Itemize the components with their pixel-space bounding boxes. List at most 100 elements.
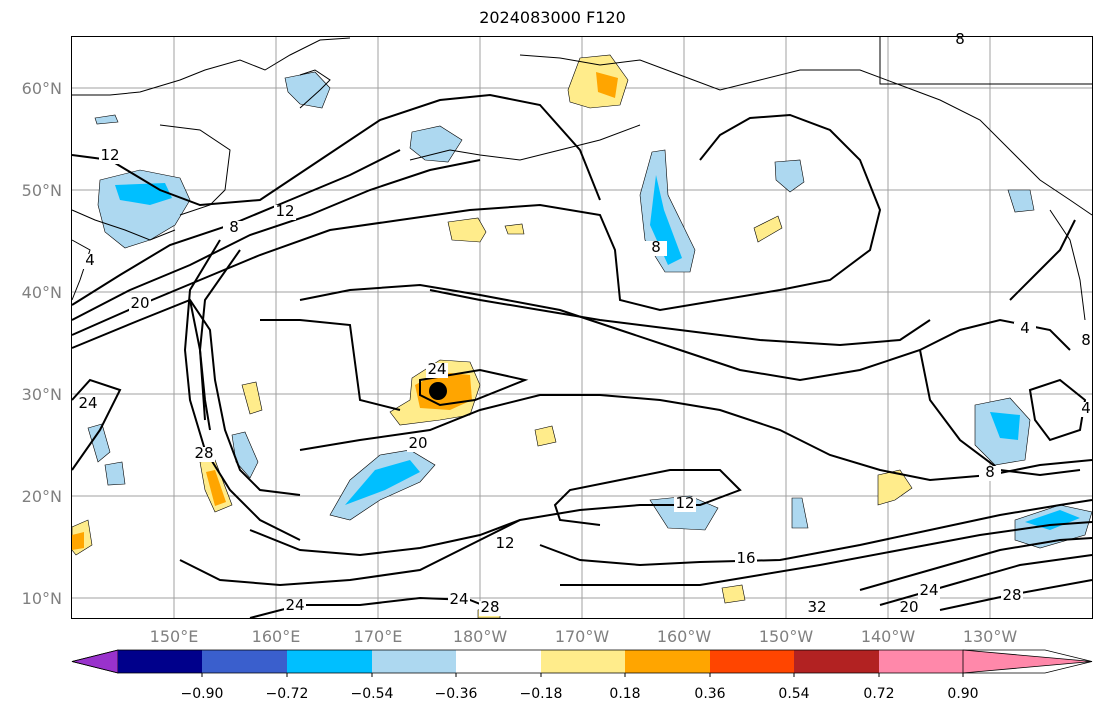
- contour-line: [419, 368, 529, 407]
- contour-label-bg: [274, 205, 296, 220]
- latitude-label: 30°N: [22, 385, 62, 404]
- contour-label-bg: [193, 447, 215, 462]
- coast-kamchatka: [299, 69, 331, 109]
- contour-label: 8: [229, 218, 239, 236]
- contour-label-bg: [674, 497, 696, 512]
- neg-anomaly-kamchatka: [97, 169, 191, 249]
- contour-label: 8: [985, 463, 995, 481]
- colorbar-segment: [625, 650, 710, 673]
- contour-line: [71, 298, 301, 496]
- contour-label-bg: [223, 221, 245, 236]
- contour-label-bg: [735, 552, 757, 567]
- contour-label: 28: [1002, 586, 1021, 604]
- contours: [71, 93, 1093, 619]
- neg-anomaly-east-core: [990, 412, 1020, 440]
- longitude-label: 170°E: [354, 627, 403, 646]
- map-title: 2024083000 F120: [479, 8, 626, 27]
- contour-line: [71, 113, 882, 336]
- colorbar-tick-label: 0.72: [863, 686, 894, 702]
- colorbar-extend-high: [962, 649, 1093, 674]
- colorbar-segment: [541, 650, 625, 673]
- colorbar-segment: [372, 650, 456, 673]
- pos-anomaly-south-w-core: [206, 470, 226, 506]
- longitude-label: 140°W: [861, 627, 916, 646]
- contour-line: [71, 159, 481, 321]
- latitude-label: 60°N: [22, 79, 62, 98]
- contour-label: 28: [480, 598, 499, 616]
- contour-label: 12: [675, 494, 694, 512]
- pos-anomaly-d: [877, 469, 913, 506]
- colorbar-tick-label: −0.72: [266, 686, 309, 702]
- neg-anomaly-okhotsk: [284, 71, 331, 109]
- colorbar-tick-label: 0.36: [694, 686, 725, 702]
- colorbar-segment: [794, 650, 879, 673]
- contour-label-bg: [284, 599, 306, 614]
- contour-label: 16: [736, 549, 755, 567]
- anomaly-shading: [71, 54, 1093, 619]
- contour-label: 12: [495, 534, 514, 552]
- latitude-label: 20°N: [22, 487, 62, 506]
- contour-line: [299, 394, 1093, 482]
- colorbar-segment: [287, 650, 372, 673]
- contour-label: 4: [1081, 399, 1091, 417]
- neg-anomaly-small-a: [231, 431, 259, 479]
- graticule: [72, 37, 1092, 618]
- longitude-label: 180°W: [453, 627, 508, 646]
- longitude-label: 150°W: [759, 627, 814, 646]
- coast-asia: [71, 37, 351, 241]
- colorbar-tick-label: 0.18: [609, 686, 640, 702]
- contour-label: 8: [955, 30, 965, 48]
- pos-anomaly-e: [753, 215, 783, 243]
- pos-anomaly-f-core: [72, 532, 84, 550]
- pos-anomaly-a: [447, 217, 487, 243]
- neg-anomaly-southeast-core: [1025, 510, 1080, 530]
- contour-label: 24: [449, 590, 468, 608]
- contour-label: 20: [408, 434, 427, 452]
- contour-label-bg: [494, 537, 516, 552]
- contour-label: 24: [285, 596, 304, 614]
- contour-line: [71, 378, 122, 471]
- pos-anomaly-g: [721, 584, 746, 604]
- neg-anomaly-small-d: [1007, 189, 1035, 213]
- contour-label-bg: [979, 466, 1001, 481]
- contour-label-bg: [479, 601, 501, 616]
- contour-line: [429, 289, 931, 347]
- colorbar-tick-label: −0.36: [435, 686, 478, 702]
- neg-anomaly-south-a-core: [345, 460, 420, 505]
- longitude-label: 130°W: [963, 627, 1018, 646]
- latitude-labels: 60°N 50°N 40°N 30°N 20°N 10°N: [22, 79, 62, 608]
- latitude-label: 50°N: [22, 181, 62, 200]
- colorbar-segment: [456, 650, 541, 673]
- contour-label: 12: [100, 146, 119, 164]
- neg-anomaly-small-e: [94, 114, 119, 125]
- longitude-labels: 150°E 160°E 170°E 180°W 170°W 160°W 150°W 140°W…: [150, 627, 1018, 646]
- contour-line: [1028, 378, 1087, 442]
- longitude-label: 150°E: [150, 627, 199, 646]
- contour-line: [1009, 219, 1076, 301]
- contour-line: [183, 239, 301, 541]
- pos-anomaly-alaska-core: [596, 72, 618, 98]
- colorbar-segment: [118, 650, 202, 673]
- coast-japan: [71, 239, 91, 301]
- coast-bc: [1049, 209, 1086, 321]
- contour-line: [919, 349, 1081, 477]
- contour-label: 8: [651, 238, 661, 256]
- storm-center-marker: [429, 382, 447, 400]
- coast-aleutians: [409, 124, 641, 161]
- colorbar-tick-label: 0.90: [947, 686, 978, 702]
- map-frame: [71, 36, 1093, 619]
- contour-line: [260, 319, 401, 411]
- contour-line: [299, 283, 1071, 382]
- contour-line: [879, 554, 1093, 606]
- colorbar-tick-label: −0.90: [181, 686, 224, 702]
- longitude-label: 160°W: [657, 627, 712, 646]
- pos-anomaly-b: [241, 381, 263, 415]
- contour-line: [859, 537, 1093, 591]
- contour-label: 24: [427, 360, 446, 378]
- contour-label-bg: [645, 241, 667, 256]
- latitude-label: 40°N: [22, 283, 62, 302]
- contour-line: [560, 521, 1093, 586]
- longitude-label: 160°E: [252, 627, 301, 646]
